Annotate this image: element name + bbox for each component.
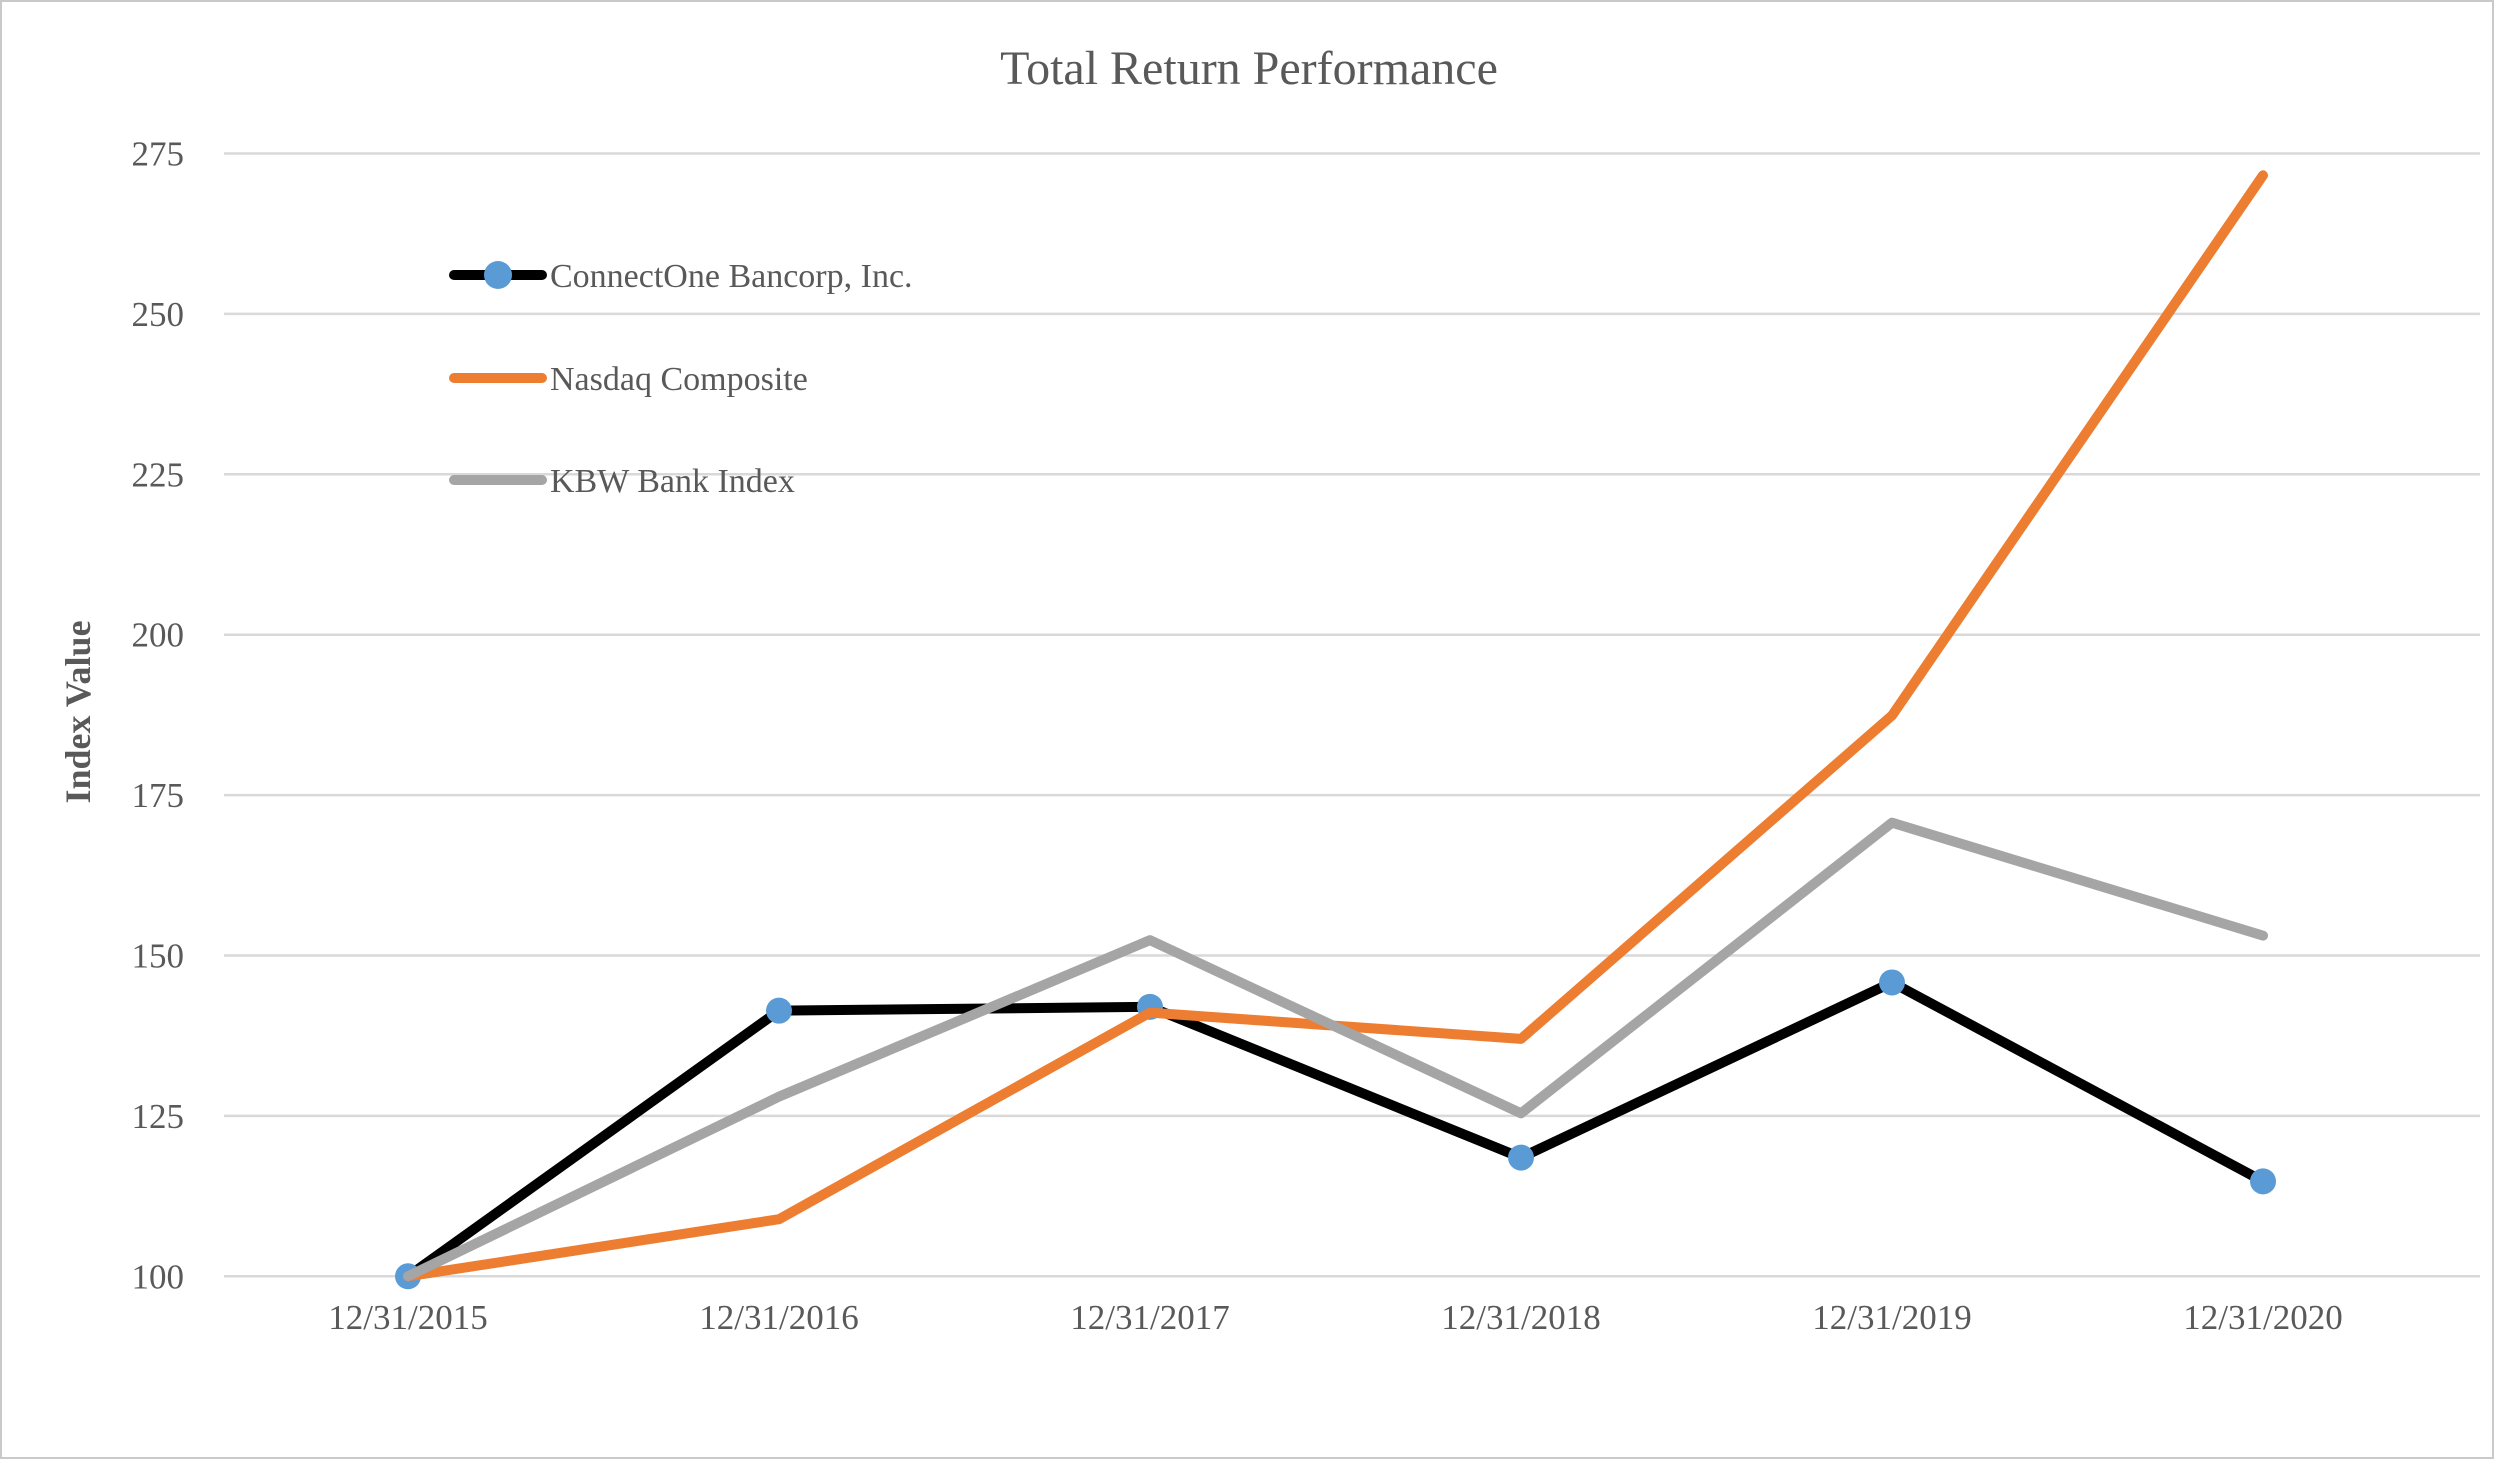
x-tick-labels: 12/31/2015 12/31/2016 12/31/2017 12/31/2018… <box>328 1298 2342 1337</box>
x-tick-label: 12/31/2017 <box>1070 1298 1229 1337</box>
gridlines <box>224 152 2480 1278</box>
data-point-marker-connectone-bancorp-inc <box>1879 969 1905 996</box>
legend-label-kbw: KBW Bank Index <box>550 463 795 500</box>
y-tick-labels: 100 125 150 175 200 225 250 275 <box>132 135 185 1297</box>
legend-label-nasdaq: Nasdaq Composite <box>550 361 808 398</box>
series-line-kbw-bank-index <box>403 817 2268 1282</box>
x-tick-label: 12/31/2020 <box>2183 1298 2342 1337</box>
y-tick-label: 200 <box>132 616 185 655</box>
y-tick-label: 125 <box>132 1097 185 1136</box>
x-tick-label: 12/31/2018 <box>1441 1298 1600 1337</box>
y-tick-label: 225 <box>132 455 185 494</box>
x-tick-label: 12/31/2015 <box>328 1298 487 1337</box>
data-point-marker-connectone-bancorp-inc <box>766 997 792 1024</box>
legend-item-kbw-bank-index: KBW Bank Index <box>449 463 795 500</box>
y-tick-label: 175 <box>132 776 185 815</box>
y-tick-label: 150 <box>132 937 185 976</box>
data-point-marker-connectone-bancorp-inc <box>2250 1168 2276 1195</box>
y-tick-label: 250 <box>132 295 185 334</box>
series-lines <box>395 170 2276 1290</box>
legend: ConnectOne Bancorp, Inc. Nasdaq Composit… <box>449 258 913 500</box>
x-tick-label: 12/31/2019 <box>1812 1298 1971 1337</box>
legend-item-connectone-bancorp: ConnectOne Bancorp, Inc. <box>449 258 913 295</box>
legend-label-connectone: ConnectOne Bancorp, Inc. <box>550 258 913 295</box>
y-tick-label: 100 <box>132 1257 185 1296</box>
y-axis-title: Index Value <box>58 620 98 803</box>
y-tick-label: 275 <box>132 135 185 174</box>
series-line-nasdaq-composite <box>403 170 2268 1282</box>
legend-swatch-connectone-marker-icon <box>484 261 512 289</box>
x-tick-label: 12/31/2016 <box>699 1298 858 1337</box>
chart-title: Total Return Performance <box>1000 42 1498 95</box>
series-line-connectone-bancorp-inc <box>403 977 2268 1282</box>
legend-item-nasdaq-composite: Nasdaq Composite <box>449 361 808 398</box>
data-point-marker-connectone-bancorp-inc <box>1508 1144 1534 1171</box>
